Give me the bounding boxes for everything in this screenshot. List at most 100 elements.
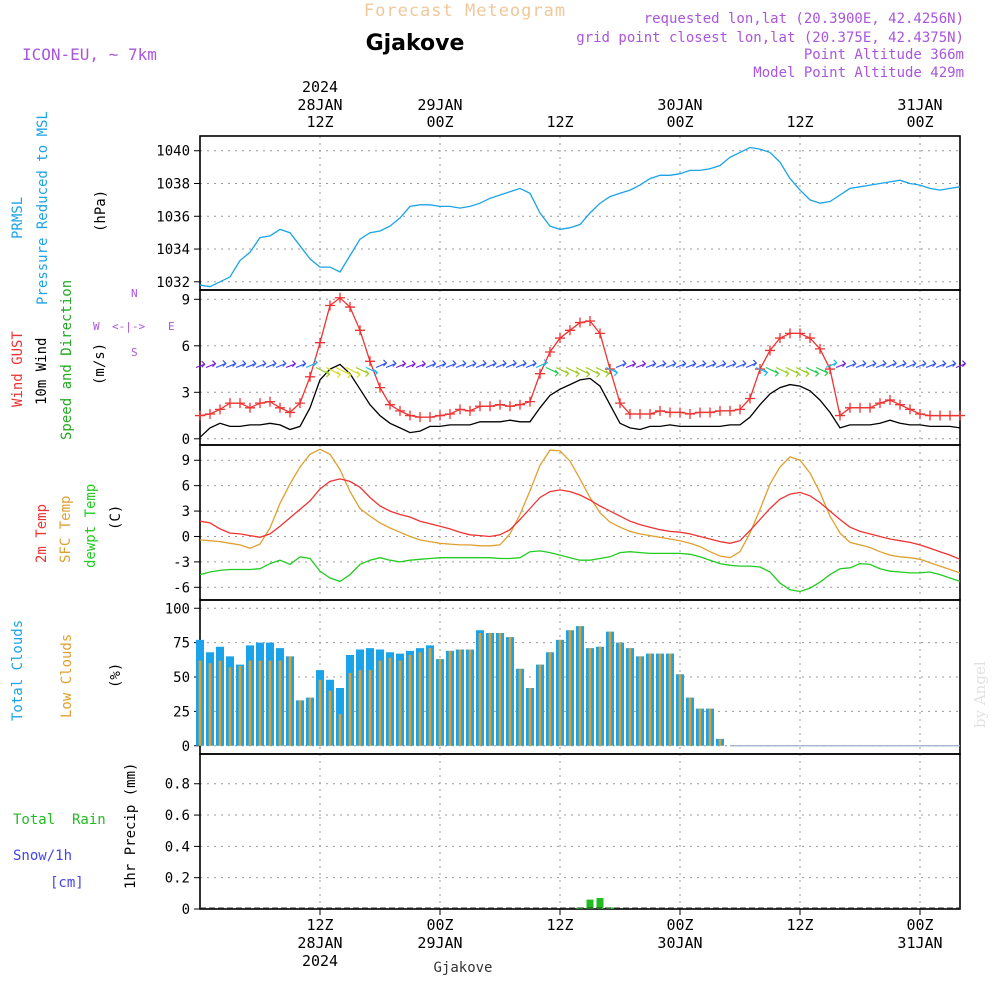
gust-marker: [915, 409, 925, 419]
wind-direction-arrow: [195, 360, 206, 369]
wind-direction-arrow: [675, 360, 687, 369]
gust-marker: [695, 407, 705, 418]
gust-marker: [855, 402, 865, 413]
wind-direction-arrow: [505, 359, 517, 369]
compass-e: E: [168, 320, 175, 333]
gust-marker: [835, 410, 845, 421]
gust-marker: [925, 410, 935, 421]
wind-direction-arrow: [875, 359, 887, 369]
model-label: ICON-EU, ~ 7km: [22, 45, 157, 64]
snow-unit-label: [cm]: [50, 875, 84, 891]
gust-marker: [455, 404, 465, 415]
low-cloud-bar: [698, 708, 702, 746]
product-title: Forecast Meteogram: [364, 1, 566, 21]
gust-marker: [385, 399, 395, 410]
low-cloud-bar: [528, 688, 532, 746]
wind-direction-arrow: [295, 360, 307, 369]
gust-marker: [935, 410, 945, 421]
gust-marker: [545, 347, 555, 357]
wind-direction-arrow: [435, 360, 447, 369]
y-tick-label: 3: [182, 385, 190, 401]
wind-direction-arrow: [525, 359, 537, 369]
gust-marker: [675, 407, 685, 418]
gust-marker: [275, 402, 285, 413]
wind-direction-arrow: [745, 359, 758, 369]
wind-direction-arrow: [255, 360, 267, 369]
gust-marker: [635, 409, 645, 419]
gust-marker: [245, 402, 255, 413]
panel-4: 0 25 50 75 100: [165, 599, 961, 755]
gust-marker: [805, 333, 815, 344]
wind-direction-arrow: [695, 360, 707, 369]
y-tick-label: -3: [173, 555, 190, 571]
gust-marker: [445, 409, 455, 419]
wind-direction-arrow: [395, 360, 407, 369]
bottom-time-label: 00Z: [426, 916, 453, 934]
wind-direction-arrow: [635, 360, 647, 369]
wind-direction-arrow: [335, 366, 352, 379]
series-10m-wind-line: [199, 363, 961, 438]
gust-marker: [525, 396, 535, 407]
gust-marker: [785, 328, 795, 339]
sfc-temp-label: SFC Temp: [58, 496, 74, 563]
low-cloud-bar: [288, 656, 292, 746]
gust-marker: [565, 325, 575, 336]
low-cloud-bar: [468, 649, 472, 746]
cloud-axis-labels: Total Clouds Low Clouds (%): [10, 620, 124, 721]
gust-marker: [325, 300, 335, 311]
model-altitude: Model Point Altitude 429m: [753, 65, 964, 81]
compass-s: S: [131, 346, 138, 359]
gust-marker: [405, 410, 415, 421]
bottom-time-label: 12Z: [306, 916, 333, 934]
low-cloud-bar: [248, 660, 252, 746]
wind-direction-arrow: [915, 360, 927, 369]
wind-direction-arrow: [955, 360, 967, 369]
wind-direction-arrow: [935, 360, 947, 369]
gust-marker: [895, 399, 905, 410]
gust-marker: [665, 407, 675, 418]
low-cloud-bar: [658, 653, 662, 746]
y-tick-label: 0: [182, 902, 190, 918]
wind-direction-arrow: [375, 359, 388, 369]
y-tick-label: 6: [182, 479, 190, 495]
pressure-axis-labels: PRMSL Pressure Reduced to MSL (hPa): [10, 111, 109, 305]
total-clouds-label: Total Clouds: [10, 620, 26, 721]
top-time-label: 00Z: [666, 113, 693, 131]
bottom-time-label: 00Z: [906, 916, 933, 934]
wind-direction-arrow: [905, 360, 917, 369]
wind-direction-arrow: [225, 360, 237, 369]
wind-direction-arrow: [475, 359, 487, 369]
low-cloud-bar: [448, 650, 452, 746]
y-tick-label: 75: [173, 636, 190, 652]
gust-marker: [775, 333, 785, 344]
wind-unit-label: (m/s): [92, 343, 108, 385]
low-cloud-bar: [628, 648, 632, 746]
low-cloud-bar: [258, 660, 262, 746]
low-cloud-bar: [208, 663, 212, 746]
compass-arrows: <-|->: [112, 320, 145, 333]
low-cloud-bar: [338, 714, 342, 746]
y-tick-label: 1034: [156, 242, 190, 258]
precip-axis-labels: Total Rain Snow/1h [cm] 1hr Precip (mm): [13, 763, 139, 891]
wind-direction-arrow: [855, 360, 867, 369]
wind-direction-arrow: [735, 360, 747, 369]
cloud-unit-label: (%): [108, 663, 124, 688]
point-altitude: Point Altitude 366m: [804, 47, 964, 63]
gust-marker: [305, 371, 315, 382]
watermark: by Angel: [971, 661, 989, 728]
y-tick-label: 3: [182, 504, 190, 520]
y-tick-label: 0.8: [165, 777, 190, 793]
low-cloud-bar: [718, 738, 722, 746]
low-cloud-bar: [198, 660, 202, 746]
y-tick-label: 100: [165, 601, 190, 617]
wind-direction-arrow: [405, 360, 416, 369]
panel-5: 0 0.2 0.4 0.6 0.8: [165, 753, 961, 918]
top-time-label: 00Z: [906, 113, 933, 131]
temp2m-label: 2m Temp: [34, 504, 50, 563]
bottom-time-label: 30JAN: [657, 934, 702, 952]
low-cloud-bar: [648, 653, 652, 746]
low-cloud-bar: [438, 659, 442, 746]
wind-direction-arrow: [595, 366, 610, 378]
gust-marker: [515, 399, 525, 410]
low-cloud-bar: [278, 660, 282, 746]
